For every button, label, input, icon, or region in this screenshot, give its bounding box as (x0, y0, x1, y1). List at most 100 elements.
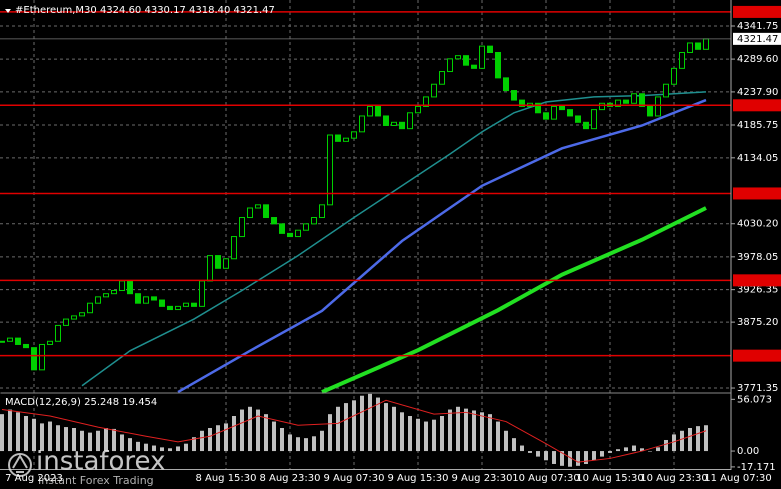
histogram-bar (472, 410, 476, 452)
candle (391, 121, 397, 126)
candle (199, 280, 205, 307)
candle (215, 255, 221, 269)
histogram-bar (488, 414, 492, 452)
histogram-bar (592, 451, 596, 461)
candle (167, 305, 173, 311)
histogram-bar (688, 427, 692, 452)
histogram-bar (664, 439, 668, 452)
histogram-bar (200, 430, 204, 452)
histogram-bar (376, 397, 380, 452)
histogram-bar (496, 421, 500, 452)
histogram-bar (272, 421, 276, 452)
candle (423, 96, 429, 107)
x-tick-label: 7 Aug 2023 (5, 473, 63, 484)
candle (279, 223, 285, 234)
y-tick-label: 4237.90 (737, 87, 778, 98)
macd-title: MACD(12,26,9) 25.248 19.454 (5, 397, 157, 408)
histogram-bar (256, 409, 260, 452)
level-tag (733, 187, 781, 200)
histogram-bar (704, 425, 708, 452)
candle (551, 105, 557, 120)
histogram-bar (504, 430, 508, 452)
candle (623, 99, 629, 104)
y-tick-label: 0.00 (737, 446, 759, 457)
histogram-bar (32, 418, 36, 452)
histogram-bar (8, 409, 12, 452)
x-tick-label: 9 Aug 07:30 (323, 473, 384, 484)
candle (415, 105, 421, 114)
candle (399, 121, 405, 130)
y-tick-label: 3875.20 (737, 317, 778, 328)
menu-arrow (5, 9, 11, 13)
histogram-bar (224, 423, 228, 452)
histogram-bar (0, 414, 4, 452)
histogram-bar (600, 451, 604, 457)
histogram-bar (320, 430, 324, 452)
histogram-bar (640, 448, 644, 452)
level-tag (733, 5, 781, 18)
candle (639, 93, 645, 107)
level-tag (733, 274, 781, 287)
histogram-bar (176, 446, 180, 452)
candle (351, 131, 357, 139)
candle (359, 115, 365, 133)
candle (615, 99, 621, 107)
candle (31, 347, 37, 371)
panel-separator (0, 392, 731, 394)
y-tick-label: -17.171 (737, 462, 776, 473)
x-tick-label: 8 Aug 15:30 (195, 473, 256, 484)
histogram-bar (64, 427, 68, 452)
candle (143, 296, 149, 304)
histogram-bar (632, 445, 636, 452)
candle (655, 96, 661, 117)
histogram-bar (696, 426, 700, 452)
candle (15, 337, 21, 345)
price-tag-label: 4321.47 (737, 34, 778, 45)
candle (79, 312, 85, 317)
x-tick-label: 10 Aug 23:30 (640, 473, 707, 484)
candle (647, 105, 653, 117)
x-tick-label: 11 Aug 07:30 (704, 473, 771, 484)
candle (223, 258, 229, 269)
histogram-bar (672, 434, 676, 452)
histogram-bar (424, 421, 428, 452)
histogram-bar (336, 406, 340, 452)
x-tick-label: 9 Aug 23:30 (451, 473, 512, 484)
candle (567, 109, 573, 117)
candle (55, 324, 61, 342)
candle (447, 58, 453, 73)
candle (95, 296, 101, 304)
histogram-bar (216, 425, 220, 452)
candle (39, 343, 45, 371)
candle (263, 204, 269, 219)
histogram-bar (440, 416, 444, 452)
candle (103, 293, 109, 298)
histogram-bar (312, 436, 316, 452)
brand: instaforex (36, 447, 165, 477)
histogram-bar (248, 406, 252, 452)
histogram-bar (552, 451, 556, 464)
candle (127, 280, 133, 295)
histogram-bar (408, 416, 412, 452)
candle (631, 93, 637, 104)
candle (159, 299, 165, 307)
y-tick-label: 4289.60 (737, 54, 778, 65)
histogram-bar (104, 427, 108, 452)
logo-icon (12, 454, 28, 473)
histogram-bar (240, 409, 244, 452)
candle (239, 217, 245, 238)
histogram-bar (360, 395, 364, 452)
histogram-bar (400, 412, 404, 452)
candle (455, 55, 461, 60)
candle (679, 51, 685, 69)
histogram-bar (304, 438, 308, 452)
histogram-bar (24, 416, 28, 452)
candle (151, 296, 157, 301)
candle (255, 204, 261, 209)
histogram-bar (168, 448, 172, 452)
y-tick-label: 4185.75 (737, 120, 778, 131)
histogram-bar (448, 409, 452, 452)
candle (311, 217, 317, 225)
